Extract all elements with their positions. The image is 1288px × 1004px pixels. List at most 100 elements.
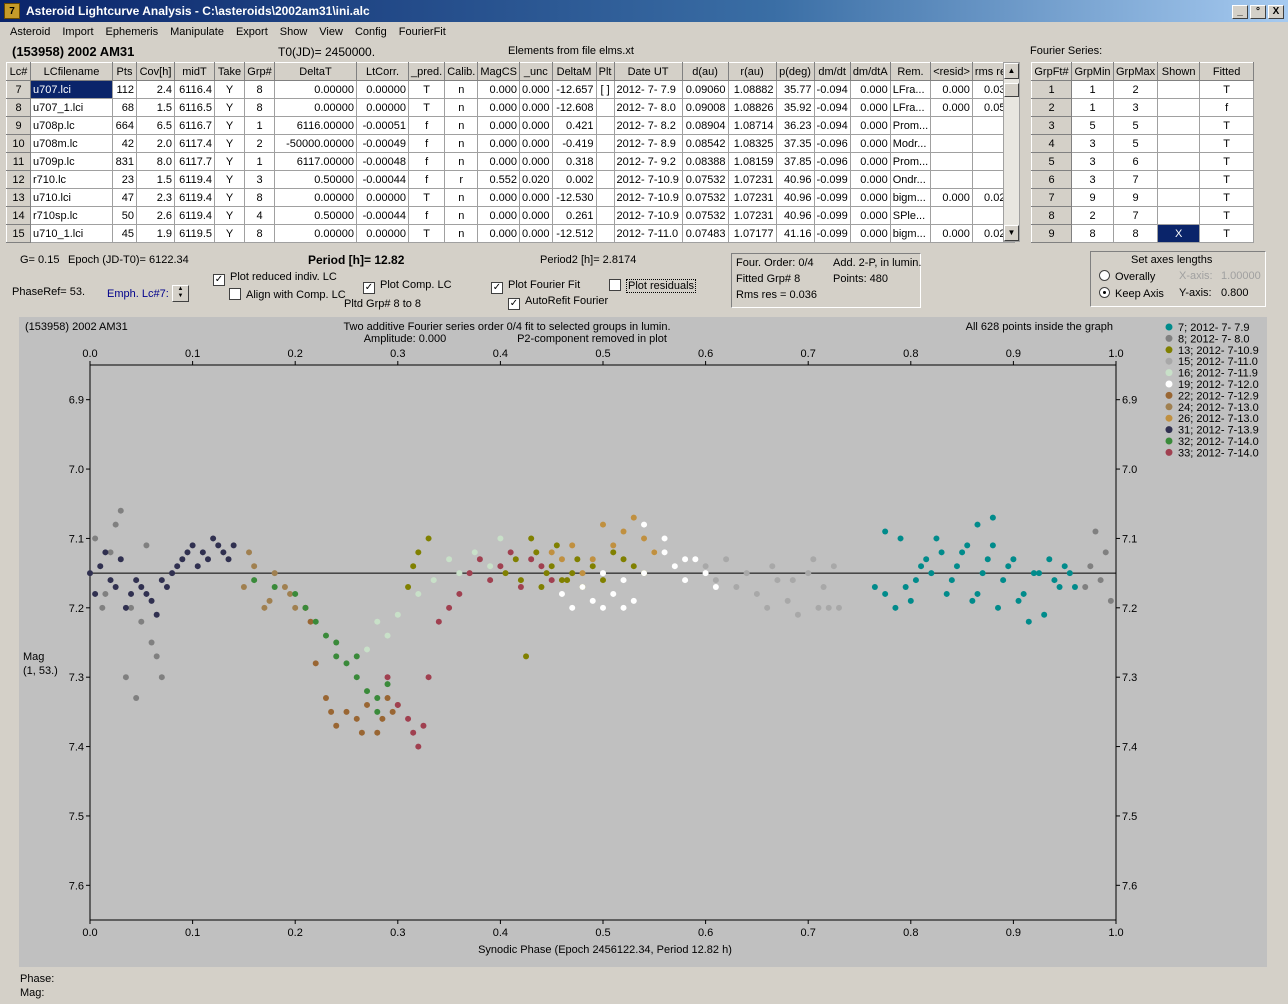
table-cell[interactable]: Y [214, 98, 245, 117]
table-cell[interactable] [595, 188, 615, 207]
table-cell[interactable]: 7 [1112, 206, 1159, 225]
table-cell[interactable]: 6119.4 [174, 170, 215, 189]
table-cell[interactable]: 0.000 [849, 188, 891, 207]
table-cell[interactable]: 6116.5 [174, 98, 215, 117]
row-header[interactable]: 7 [1031, 188, 1072, 207]
lc-column-header[interactable]: Cov[h] [136, 62, 175, 81]
table-cell[interactable]: r [444, 170, 479, 189]
table-cell[interactable]: 0.50000 [274, 170, 357, 189]
table-cell[interactable]: Y [214, 116, 245, 135]
lc-column-header[interactable]: Plt [595, 62, 615, 81]
scroll-up-button[interactable]: ▲ [1004, 63, 1019, 79]
table-cell[interactable]: 0.00000 [356, 224, 409, 243]
table-cell[interactable]: -0.00044 [356, 170, 409, 189]
table-cell[interactable]: 2012- 7- 8.9 [613, 134, 683, 153]
table-cell[interactable]: f [407, 152, 446, 171]
table-cell[interactable]: 0.000 [930, 80, 973, 99]
table-cell[interactable]: 0.000 [477, 98, 521, 117]
table-cell[interactable]: 0.09008 [681, 98, 729, 117]
table-cell[interactable]: Prom... [889, 152, 932, 171]
table-cell[interactable]: Y [214, 224, 245, 243]
period-value[interactable]: Period [h]= 12.82 [308, 253, 405, 267]
row-header[interactable]: 5 [1031, 152, 1072, 171]
table-cell[interactable]: 0.000 [519, 188, 553, 207]
table-cell[interactable]: 0.000 [519, 224, 553, 243]
table-cell[interactable]: 2012- 7- 8.2 [613, 116, 683, 135]
table-cell[interactable]: u707.lci [30, 80, 113, 99]
table-cell[interactable]: 0.000 [519, 152, 553, 171]
table-cell[interactable]: 2012- 7- 8.0 [613, 98, 683, 117]
table-cell[interactable]: -0.099 [813, 188, 851, 207]
plotted-group-range[interactable]: Pltd Grp# 8 to 8 [344, 298, 422, 310]
table-cell[interactable]: 0.000 [849, 152, 891, 171]
lc-column-header[interactable]: d(au) [681, 62, 729, 81]
table-cell[interactable]: 0.000 [930, 188, 973, 207]
table-cell[interactable] [595, 134, 615, 153]
lc-column-header[interactable]: dm/dt [813, 62, 851, 81]
table-cell[interactable]: 5 [1112, 134, 1159, 153]
table-cell[interactable]: -12.530 [551, 188, 597, 207]
table-cell[interactable]: 2012- 7-11.0 [613, 224, 683, 243]
table-cell[interactable]: 36.23 [775, 116, 815, 135]
emph-lc-spinner[interactable]: ▲ ▼ [172, 285, 189, 302]
lc-column-header[interactable]: Grp# [244, 62, 275, 81]
table-cell[interactable]: n [444, 134, 479, 153]
table-cell[interactable]: 0.000 [849, 98, 891, 117]
plot-comp-checkbox[interactable]: ✓ Plot Comp. LC [363, 279, 452, 294]
table-cell[interactable]: 0.00000 [356, 188, 409, 207]
table-cell[interactable]: n [444, 98, 479, 117]
table-cell[interactable]: f [1199, 98, 1255, 117]
table-scrollbar[interactable]: ▲ ▼ [1003, 62, 1020, 242]
table-cell[interactable] [930, 116, 973, 135]
table-cell[interactable]: 1.07231 [727, 170, 777, 189]
table-cell[interactable]: 1.08714 [727, 116, 777, 135]
table-cell[interactable] [595, 152, 615, 171]
table-cell[interactable]: f [407, 206, 446, 225]
table-cell[interactable]: 0.000 [477, 152, 521, 171]
row-header[interactable]: 10 [6, 134, 31, 153]
table-cell[interactable]: 41.16 [775, 224, 815, 243]
table-cell[interactable]: r710sp.lc [30, 206, 113, 225]
table-cell[interactable]: u710.lci [30, 188, 113, 207]
table-cell[interactable]: 1 [244, 116, 275, 135]
table-cell[interactable] [1157, 98, 1201, 117]
table-cell[interactable]: 0.08542 [681, 134, 729, 153]
table-cell[interactable]: 0.000 [849, 224, 891, 243]
table-cell[interactable]: 0.000 [477, 116, 521, 135]
table-cell[interactable]: 9 [1071, 188, 1114, 207]
table-cell[interactable]: 8 [244, 80, 275, 99]
table-cell[interactable] [930, 206, 973, 225]
table-cell[interactable]: 8 [1112, 224, 1159, 243]
lc-column-header[interactable]: Lc# [6, 62, 31, 81]
table-cell[interactable]: 35.92 [775, 98, 815, 117]
table-cell[interactable]: 0.07532 [681, 206, 729, 225]
table-cell[interactable]: 68 [112, 98, 137, 117]
plot-reduced-checkbox[interactable]: ✓ Plot reduced indiv. LC [213, 271, 337, 286]
menu-fourierfit[interactable]: FourierFit [398, 26, 446, 38]
table-cell[interactable]: u710_1.lci [30, 224, 113, 243]
row-header[interactable]: 2 [1031, 98, 1072, 117]
table-cell[interactable]: 2 [244, 134, 275, 153]
menu-manipulate[interactable]: Manipulate [170, 26, 224, 38]
row-header[interactable]: 13 [6, 188, 31, 207]
table-cell[interactable]: 6.5 [136, 116, 175, 135]
table-cell[interactable]: 0.000 [930, 98, 973, 117]
fourier-column-header[interactable]: Shown [1157, 62, 1201, 81]
table-cell[interactable]: 0.000 [477, 188, 521, 207]
table-cell[interactable]: -0.00044 [356, 206, 409, 225]
table-cell[interactable]: r710.lc [30, 170, 113, 189]
table-cell[interactable]: X [1157, 224, 1201, 243]
table-cell[interactable]: u708m.lc [30, 134, 113, 153]
table-cell[interactable]: 0.08388 [681, 152, 729, 171]
table-cell[interactable]: T [407, 80, 446, 99]
plot-fourier-checkbox[interactable]: ✓ Plot Fourier Fit [491, 279, 580, 294]
table-cell[interactable]: SPle... [889, 206, 932, 225]
table-cell[interactable]: 1.08882 [727, 80, 777, 99]
table-cell[interactable]: 1.07231 [727, 188, 777, 207]
table-cell[interactable]: -12.512 [551, 224, 597, 243]
table-cell[interactable]: 0.000 [519, 206, 553, 225]
